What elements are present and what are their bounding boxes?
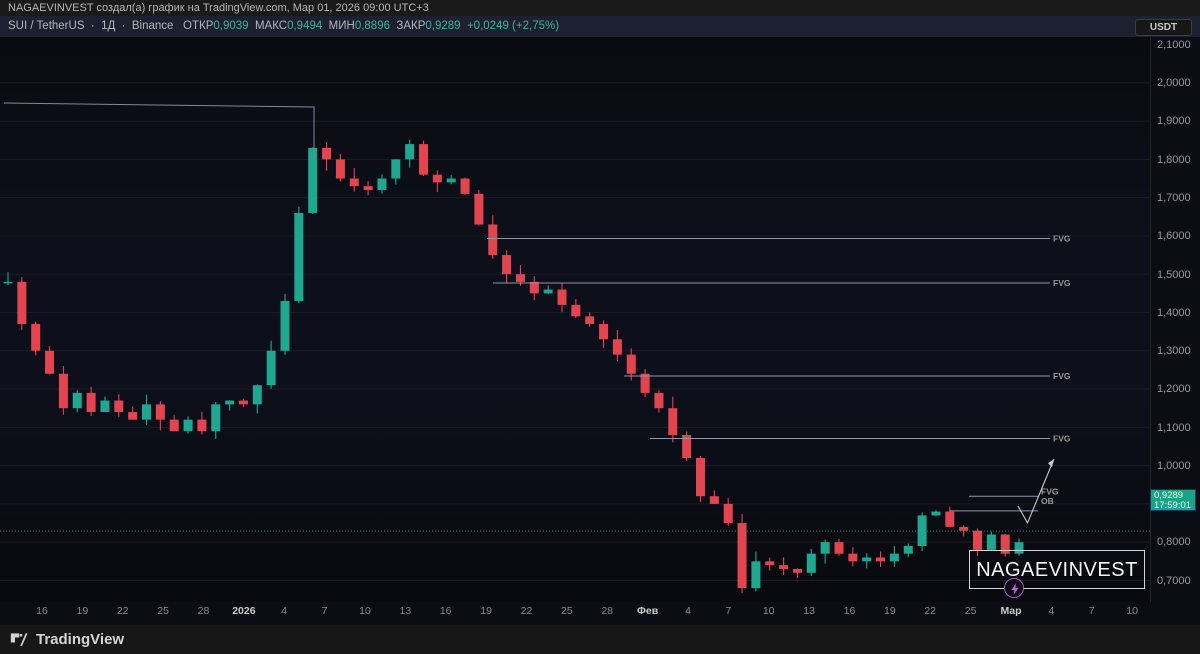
- svg-text:FVG: FVG: [1053, 234, 1071, 244]
- svg-text:FVG: FVG: [1041, 487, 1059, 497]
- svg-text:FVG: FVG: [1053, 278, 1071, 288]
- svg-text:FVG: FVG: [1053, 371, 1071, 381]
- svg-text:FVG: FVG: [1053, 434, 1071, 444]
- svg-text:OB: OB: [1041, 496, 1054, 506]
